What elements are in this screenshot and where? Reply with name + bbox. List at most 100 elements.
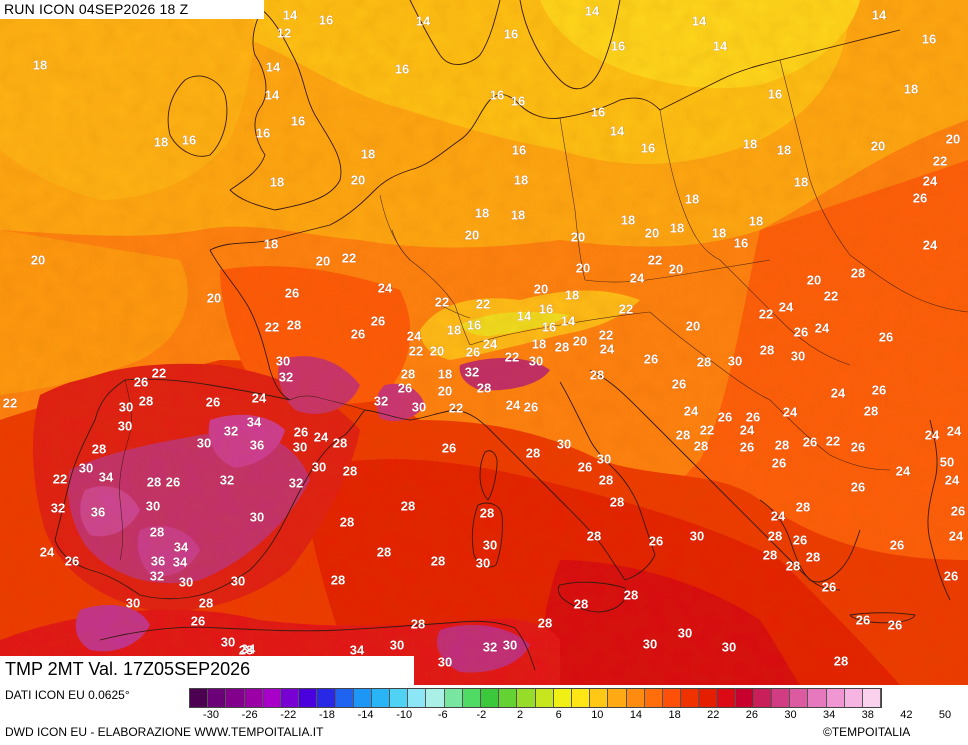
temperature-label: 14 <box>416 13 431 28</box>
temperature-label: 28 <box>401 498 415 513</box>
temperature-label: 26 <box>644 351 658 366</box>
temperature-label: 18 <box>685 191 699 206</box>
temperature-label: 18 <box>154 134 168 149</box>
temperature-label: 28 <box>574 596 588 611</box>
temperature-label: 16 <box>922 31 936 46</box>
scale-swatch <box>462 689 481 707</box>
temperature-label: 16 <box>319 12 333 27</box>
temperature-label: 32 <box>374 393 388 408</box>
scale-swatch <box>244 689 263 707</box>
temperature-label: 26 <box>466 344 480 359</box>
temperature-label: 18 <box>904 81 918 96</box>
temperature-label: 28 <box>590 367 604 382</box>
temperature-label: 26 <box>578 459 592 474</box>
color-scale-ticks: -30 -26 -22 -18 -14 -10 -6 -2 2 6 10 14 18 22 26 30 34 38… <box>189 709 968 723</box>
scale-swatch <box>571 689 591 707</box>
temperature-label: 22 <box>599 327 613 342</box>
scale-swatch <box>280 689 300 707</box>
temperature-label: 22 <box>933 153 947 168</box>
temperature-label: 24 <box>783 404 798 419</box>
temperature-label: 30 <box>728 353 742 368</box>
temperature-label: 28 <box>331 572 345 587</box>
temperature-label: 26 <box>524 399 538 414</box>
temperature-label: 30 <box>250 509 264 524</box>
temperature-label: 28 <box>480 505 494 520</box>
scale-tick-label: -30 <box>203 709 219 721</box>
temperature-label: 14 <box>713 38 728 53</box>
temperature-label: 28 <box>760 342 774 357</box>
temperature-label: 18 <box>447 322 461 337</box>
france-atlantic-coast <box>209 249 291 401</box>
temperature-label: 20 <box>534 281 548 296</box>
temperature-label: 26 <box>851 479 865 494</box>
temperature-label: 32 <box>224 423 238 438</box>
temperature-label: 14 <box>561 313 576 328</box>
temperature-label: 24 <box>949 528 964 543</box>
temperature-label: 14 <box>585 3 600 18</box>
temperature-label: 18 <box>511 207 525 222</box>
temperature-label: 28 <box>768 528 782 543</box>
temperature-label: 30 <box>312 459 326 474</box>
temperature-label: 30 <box>293 439 307 454</box>
temperature-label: 26 <box>65 553 79 568</box>
scale-swatch <box>790 689 809 707</box>
temperature-label: 32 <box>51 500 65 515</box>
germany-poland-border <box>559 117 586 281</box>
temperature-label: 36 <box>250 437 264 452</box>
temperature-label: 30 <box>119 399 133 414</box>
temperature-label: 24 <box>252 390 267 405</box>
temperature-map[interactable]: 14 16 14 14 14 14 16 12 16 16 14 14 18 16 16 16 16 18 14 16… <box>0 0 968 685</box>
temperature-label: 26 <box>888 617 902 632</box>
temperature-label: 30 <box>79 460 93 475</box>
temperature-label: 28 <box>775 437 789 452</box>
temperature-label: 18 <box>514 172 528 187</box>
temperature-label: 22 <box>648 252 662 267</box>
temperature-label: 30 <box>690 528 704 543</box>
benelux-border <box>391 229 411 261</box>
temperature-label: 20 <box>686 318 700 333</box>
scale-tick-label: 6 <box>555 709 562 721</box>
temperature-label: 22 <box>152 365 166 380</box>
scale-tick-label: 18 <box>668 709 681 721</box>
temperature-label: 28 <box>694 438 708 453</box>
temperature-label: 20 <box>430 343 444 358</box>
scale-swatch <box>699 689 718 707</box>
temperature-label: 22 <box>759 306 773 321</box>
temperature-label: 20 <box>316 253 330 268</box>
temperature-label: 24 <box>815 320 830 335</box>
sardinia-coast <box>471 502 503 568</box>
temperature-label: 30 <box>179 574 193 589</box>
scale-tick-label: -18 <box>318 709 335 721</box>
scale-swatch <box>317 689 336 707</box>
ukraine-border <box>849 254 968 313</box>
temperature-label: 22 <box>826 433 840 448</box>
temperature-label: 32 <box>220 472 234 487</box>
temperature-label: 18 <box>264 236 278 251</box>
temperature-label: 14 <box>692 13 707 28</box>
temperature-label: 24 <box>923 237 938 252</box>
temperature-label: 22 <box>824 288 838 303</box>
norway-coast <box>409 0 501 65</box>
temperature-label: 22 <box>449 400 463 415</box>
temperature-label: 24 <box>314 429 329 444</box>
scale-swatch <box>226 689 245 707</box>
scale-swatch <box>262 689 281 707</box>
field-texture <box>0 0 968 685</box>
temperature-label: 18 <box>33 57 47 72</box>
ireland-coast <box>167 75 228 157</box>
sicily-coast <box>557 581 627 613</box>
scale-swatch <box>353 689 372 707</box>
north-sea-coast <box>209 94 661 251</box>
temperature-label: 24 <box>483 336 498 351</box>
africa-coast <box>99 620 536 671</box>
scale-swatch <box>208 689 227 707</box>
temperature-label: 32 <box>289 475 303 490</box>
crete-coast <box>849 612 916 624</box>
temperature-label: 18 <box>361 146 375 161</box>
temperature-label: 30 <box>276 353 290 368</box>
temperature-label: 24 <box>506 397 521 412</box>
temperature-label: 28 <box>806 549 820 564</box>
temperature-label: 28 <box>477 380 491 395</box>
variable-info-box: TMP 2MT Val. 17Z05SEP2026 <box>0 656 414 685</box>
turkey-coast <box>927 419 951 601</box>
